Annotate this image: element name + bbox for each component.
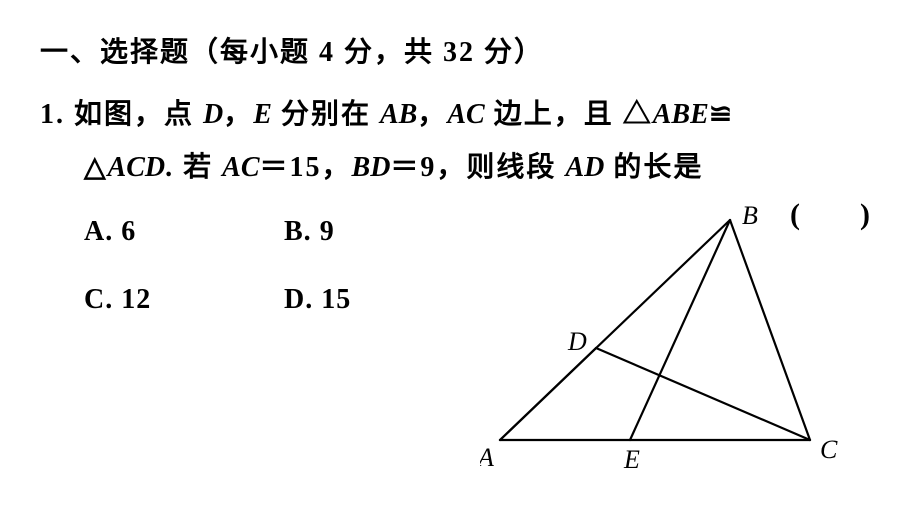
- option-value: 12: [121, 284, 151, 315]
- option-A[interactable]: A. 6: [84, 216, 284, 248]
- text: 如图，点: [74, 99, 203, 130]
- question-number: 1.: [40, 99, 65, 130]
- option-label: D.: [284, 284, 321, 315]
- option-value: 9: [320, 216, 335, 247]
- var-E: E: [253, 99, 272, 130]
- text: 分别在: [272, 99, 380, 130]
- triangle-symbol: △: [84, 152, 108, 183]
- text: ＝15，: [260, 152, 352, 183]
- option-value: 6: [121, 216, 136, 247]
- geometry-figure: A B C D E: [480, 200, 840, 480]
- var-AC2: AC: [222, 152, 259, 183]
- var-D: D: [203, 99, 223, 130]
- text: ，: [223, 99, 253, 130]
- bracket-right: ): [860, 198, 870, 231]
- option-label: C.: [84, 284, 121, 315]
- var-BD: BD: [352, 152, 391, 183]
- svg-text:E: E: [623, 445, 640, 474]
- svg-text:B: B: [742, 201, 758, 230]
- text: ，: [417, 99, 447, 130]
- var-ABE: ABE: [653, 99, 709, 130]
- option-B[interactable]: B. 9: [284, 216, 484, 248]
- text: 边上，且 △: [485, 99, 653, 130]
- svg-text:A: A: [480, 443, 494, 472]
- option-value: 15: [321, 284, 351, 315]
- text: ＝9，则线段: [390, 152, 565, 183]
- var-AB: AB: [380, 99, 417, 130]
- svg-text:C: C: [820, 435, 838, 464]
- option-label: A.: [84, 216, 121, 247]
- var-AC: AC: [447, 99, 484, 130]
- section-header: 一、选择题（每小题 4 分，共 32 分）: [40, 30, 880, 70]
- var-AD: AD: [565, 152, 604, 183]
- question-line-1: 1. 如图，点 D，E 分别在 AB，AC 边上，且 △ABE≌: [40, 88, 880, 141]
- text: . 若: [165, 152, 222, 183]
- var-ACD: ACD: [108, 152, 166, 183]
- svg-text:D: D: [567, 327, 587, 356]
- figure-svg: A B C D E: [480, 200, 840, 480]
- congruent-symbol: ≌: [709, 99, 734, 130]
- option-D[interactable]: D. 15: [284, 284, 484, 316]
- option-C[interactable]: C. 12: [84, 284, 284, 316]
- question-line-2: △ACD. 若 AC＝15，BD＝9，则线段 AD 的长是: [40, 141, 880, 194]
- option-label: B.: [284, 216, 320, 247]
- text: 的长是: [604, 152, 703, 183]
